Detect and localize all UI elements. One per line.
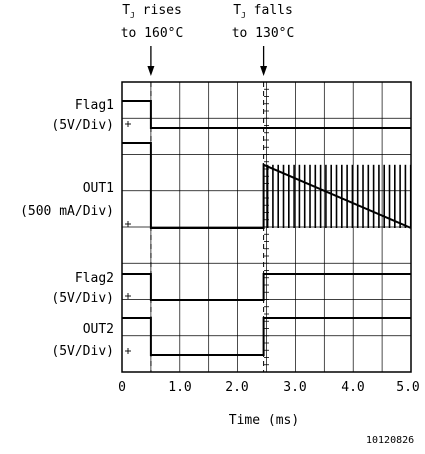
trace-label-flag2: Flag2 <box>74 271 114 286</box>
trace-scale-out1: (500 mA/Div) <box>20 204 114 219</box>
trace-scale-flag1: (5V/Div) <box>51 118 114 133</box>
ground-markers <box>125 121 131 354</box>
annotation-rise-line2: to 160°C <box>120 26 184 41</box>
trace-label-out1: OUT1 <box>82 181 114 196</box>
annotation-rise-line1: TJ rises <box>122 3 182 20</box>
trace-scale-out2: (5V/Div) <box>51 344 114 359</box>
arrow-head-rise <box>147 66 155 76</box>
x-tick-label: 4.0 <box>341 380 365 395</box>
trace-out2 <box>122 317 411 356</box>
x-tick-label: 3.0 <box>283 380 307 395</box>
trace-flag1 <box>122 100 411 129</box>
arrow-head-fall <box>260 66 268 76</box>
x-tick-label: 0 <box>118 380 126 395</box>
x-tick-label: 1.0 <box>168 380 192 395</box>
traces <box>122 100 412 356</box>
x-tick-label: 2.0 <box>225 380 249 395</box>
figure-id: 10120826 <box>366 435 415 446</box>
x-tick-label: 5.0 <box>396 380 420 395</box>
trace-label-flag1: Flag1 <box>74 98 114 113</box>
trace-flag2 <box>122 273 411 301</box>
trace-label-out2: OUT2 <box>82 322 114 337</box>
trace-scale-flag2: (5V/Div) <box>51 291 114 306</box>
annotation-fall-line1: TJ falls <box>233 3 293 20</box>
annotation-fall-line2: to 130°C <box>231 26 295 41</box>
x-axis-label: Time (ms) <box>228 413 300 428</box>
ticks <box>264 81 269 373</box>
annotation-arrows <box>147 46 268 76</box>
